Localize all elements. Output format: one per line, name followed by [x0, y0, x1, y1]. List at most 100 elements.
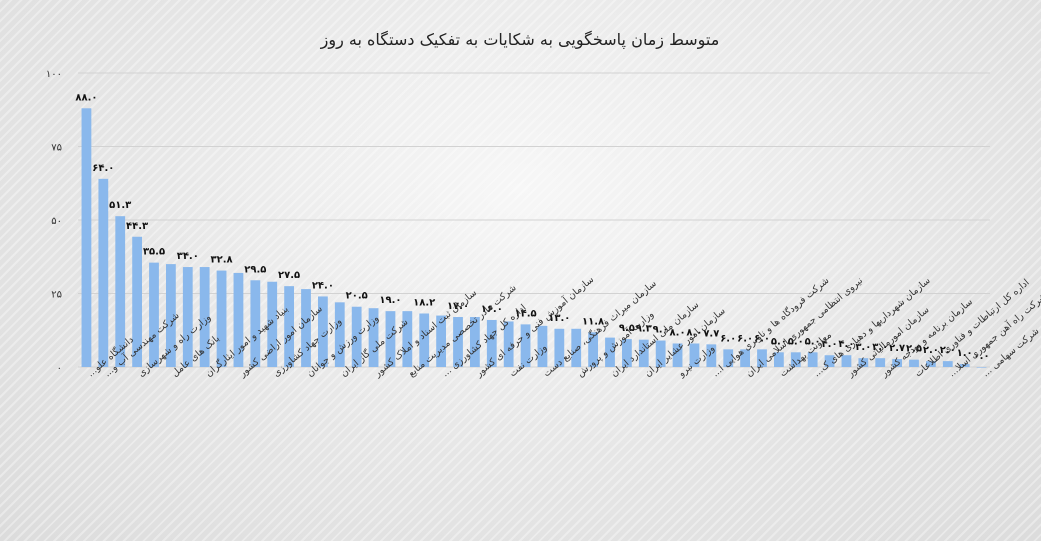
value-label: ۴۴.۳ — [126, 221, 148, 232]
bar — [858, 358, 869, 367]
bar — [334, 302, 345, 367]
bar — [132, 236, 143, 367]
bar — [638, 339, 649, 367]
bar — [605, 337, 615, 367]
value-label: ۵.۰ — [788, 336, 804, 347]
value-label: ۶۴.۰ — [92, 163, 114, 174]
value-label: ۷.۷ — [703, 328, 719, 339]
bar — [267, 281, 278, 367]
value-label: ۲.۰ — [940, 345, 956, 356]
value-label: ۵.۰ — [805, 336, 821, 347]
value-label: ۲.۷ — [889, 343, 905, 354]
bar — [554, 328, 565, 367]
value-label: ۱۴.۵ — [515, 308, 537, 319]
bar — [469, 317, 480, 367]
bar — [149, 262, 159, 367]
bar — [909, 359, 919, 367]
bar — [520, 324, 531, 367]
bar — [723, 349, 734, 367]
chart-title: متوسط زمان پاسخگویی به شکایات به تفکیک د… — [320, 30, 720, 50]
bar — [165, 264, 176, 367]
value-label: ۳۴.۰ — [177, 251, 199, 262]
bar — [942, 361, 953, 367]
bar — [773, 352, 784, 367]
bar — [537, 325, 548, 367]
value-labels: ۸۸.۰ ۶۴.۰ ۵۱.۳ ۴۴.۳ ۳۵.۵ ۳۴.۰ ۳۲.۸ ۲۹.۵ ۲۷.۵ ۲۴.۰… — [75, 92, 989, 362]
bar — [621, 339, 632, 367]
bar — [689, 343, 700, 367]
bar — [706, 344, 717, 367]
bar — [841, 355, 852, 367]
value-label: ۲۴.۰ — [312, 280, 334, 291]
bar — [672, 343, 683, 367]
value-label: ۱۶.۰ — [481, 304, 503, 315]
bar — [959, 364, 970, 367]
value-label: ۵.۰ — [771, 336, 787, 347]
value-label: ۸.۰ — [670, 327, 686, 338]
value-label: ۱۳.۰ — [548, 313, 570, 324]
value-label: ۱۸.۲ — [413, 297, 435, 308]
bar — [199, 267, 210, 367]
value-label: ۳۲.۸ — [211, 255, 233, 266]
value-label: ۳.۰ — [855, 342, 871, 353]
bar — [351, 306, 362, 367]
value-label: ۹.۵ — [619, 323, 635, 334]
value-label: ۲.۰ — [923, 345, 939, 356]
y-tick-label: ۵۰ — [51, 216, 62, 227]
value-label: ۶.۰ — [754, 333, 770, 344]
bar — [368, 308, 379, 367]
y-tick-label: ۲۵ — [51, 290, 62, 301]
bar — [875, 358, 886, 367]
bar — [317, 296, 328, 367]
bar — [503, 321, 514, 367]
bar — [402, 311, 413, 367]
bar — [892, 359, 903, 367]
value-label: ۳.۰ — [872, 342, 888, 353]
value-label: ۹.۰ — [653, 325, 669, 336]
value-label: ۱۹.۰ — [379, 295, 401, 306]
value-label: ۴.۰ — [822, 339, 838, 350]
bar — [98, 178, 109, 367]
value-label: ۵۱.۳ — [109, 200, 131, 211]
bar — [115, 216, 126, 367]
gridlines — [78, 72, 990, 368]
bar — [81, 108, 92, 367]
value-label: ۰.۰ — [974, 351, 990, 362]
value-label: ۶.۰ — [737, 333, 753, 344]
y-tick-label: ۷۵ — [51, 143, 62, 154]
bar — [436, 315, 447, 367]
bar — [807, 352, 818, 367]
bar — [824, 355, 835, 367]
bars — [81, 108, 987, 368]
value-label: ۸.۰ — [686, 327, 702, 338]
value-label: ۱۱.۸ — [582, 316, 604, 327]
x-axis-labels: دانشگاه علو...شرکت مهندسی آب و...وزارت ر… — [85, 273, 1041, 380]
value-label: ۸۸.۰ — [75, 92, 97, 103]
bar — [976, 367, 987, 368]
bar — [301, 289, 311, 367]
bar — [486, 319, 497, 367]
bar — [216, 270, 227, 367]
value-label: ۴.۰ — [838, 339, 854, 350]
value-label: ۲.۵ — [906, 344, 922, 355]
value-label: ۳۵.۵ — [143, 247, 165, 258]
bar — [925, 361, 936, 367]
bar — [757, 349, 767, 367]
y-axis-ticks: ۰ ۲۵ ۵۰ ۷۵ ۱۰۰ — [46, 69, 62, 374]
bar — [571, 328, 582, 367]
bar — [182, 267, 193, 367]
bar — [284, 286, 295, 367]
bar — [385, 311, 396, 367]
bar — [419, 313, 430, 367]
value-label: ۶.۰ — [720, 333, 736, 344]
value-label: ۱۷.۰ — [447, 301, 469, 312]
value-label: ۲۹.۵ — [244, 264, 266, 275]
value-label: ۲۷.۵ — [278, 270, 300, 281]
y-tick-label: ۱۰۰ — [46, 69, 62, 80]
bar — [655, 340, 666, 367]
bar — [250, 280, 261, 367]
bar — [740, 349, 751, 367]
bar — [453, 317, 463, 367]
bar — [588, 332, 599, 367]
